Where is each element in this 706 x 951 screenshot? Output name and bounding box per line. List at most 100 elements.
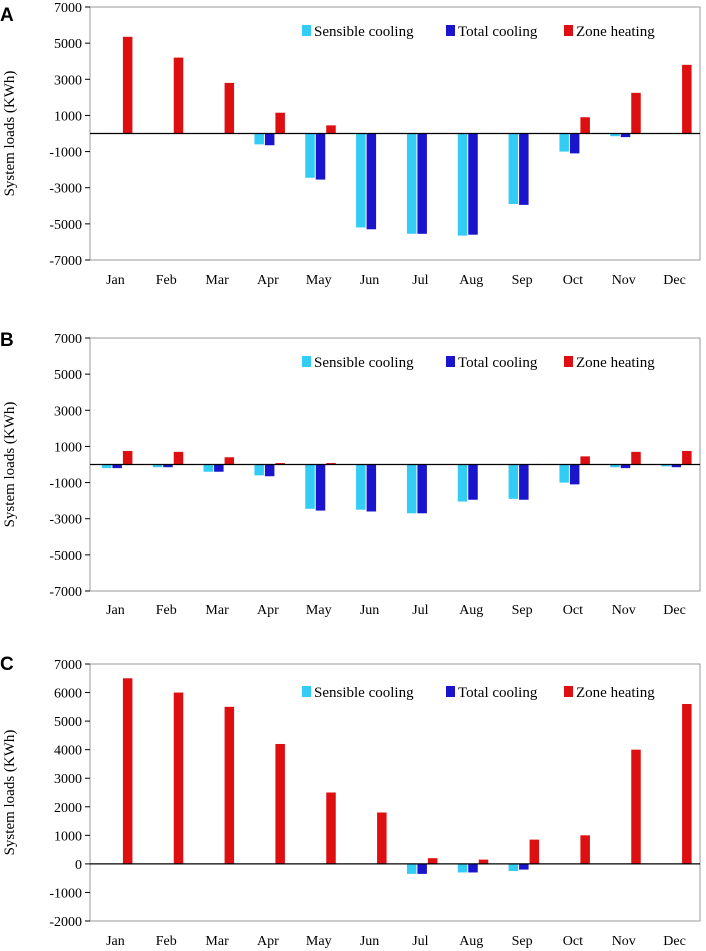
x-tick-label: Jan [106, 273, 125, 288]
y-tick-label: 3000 [54, 772, 82, 787]
bar-sensible-cooling [305, 133, 315, 178]
bar-sensible-cooling [559, 133, 569, 152]
bar-total-cooling [468, 863, 478, 873]
bar-total-cooling [620, 133, 631, 138]
legend-swatch [446, 25, 455, 36]
bar-sensible-cooling [101, 464, 112, 469]
x-tick-label: Nov [612, 603, 636, 618]
x-tick-label: Jun [360, 934, 379, 949]
x-tick-label: Jun [360, 603, 379, 618]
x-tick-label: Aug [459, 603, 483, 618]
plot-area [89, 663, 701, 922]
bar-sensible-cooling [508, 464, 519, 499]
y-tick-label: 7000 [54, 332, 82, 347]
bar-total-cooling [519, 464, 529, 500]
bar-zone-heating [275, 463, 285, 465]
bar-total-cooling [569, 133, 580, 154]
y-tick-label: -5000 [49, 549, 82, 564]
y-tick-label: -1000 [49, 477, 82, 492]
legend-label: Total cooling [458, 685, 538, 701]
y-tick-label: 5000 [54, 37, 82, 52]
y-tick-label: 7000 [54, 1, 82, 16]
x-tick-label: Feb [156, 603, 177, 618]
y-tick-label: -2000 [49, 915, 82, 930]
bar-zone-heating [224, 706, 235, 864]
x-tick-label: Apr [257, 934, 279, 949]
x-tick-label: Aug [459, 934, 483, 949]
bar-zone-heating [173, 692, 184, 864]
bar-zone-heating [682, 703, 692, 864]
bar-total-cooling [214, 464, 224, 472]
legend-swatch [564, 25, 573, 36]
bar-sensible-cooling [457, 133, 468, 236]
bar-total-cooling [671, 464, 682, 468]
x-tick-label: Nov [612, 273, 636, 288]
legend-swatch [302, 356, 311, 367]
x-tick-label: Jan [106, 603, 125, 618]
bar-total-cooling [569, 464, 580, 485]
x-tick-label: Mar [205, 934, 229, 949]
y-tick-label: 6000 [54, 687, 82, 702]
legend-label: Sensible cooling [314, 685, 414, 701]
bar-zone-heating [122, 678, 133, 864]
bar-zone-heating [275, 112, 285, 134]
x-tick-label: Sep [512, 603, 533, 618]
x-tick-label: Jun [360, 273, 379, 288]
bar-sensible-cooling [254, 464, 264, 476]
bar-total-cooling [417, 464, 427, 514]
bar-sensible-cooling [356, 133, 366, 228]
bar-zone-heating [173, 451, 184, 465]
bar-zone-heating [580, 117, 590, 134]
chart-panel-c: C -2000 -1000 0 1000 2000 3000 4000 5000 6000 7000… [0, 654, 701, 949]
bar-zone-heating [631, 451, 641, 465]
bar-total-cooling [519, 133, 529, 205]
legend-label: Sensible cooling [314, 24, 414, 40]
legend-swatch [446, 686, 455, 697]
bar-total-cooling [264, 464, 275, 477]
bar-sensible-cooling [356, 464, 366, 510]
bar-zone-heating [122, 36, 133, 134]
y-tick-label: 2000 [54, 801, 82, 816]
bar-total-cooling [366, 464, 377, 512]
legend-swatch [302, 25, 311, 36]
y-tick-label: 7000 [54, 658, 82, 673]
legend-swatch [564, 686, 573, 697]
x-tick-label: Aug [459, 273, 483, 288]
bar-zone-heating [580, 835, 590, 864]
panel-letter: A [0, 5, 14, 26]
x-tick-label: Dec [663, 603, 686, 618]
legend-label: Total cooling [458, 24, 538, 40]
legend-label: Zone heating [576, 24, 655, 40]
bar-total-cooling [468, 464, 478, 500]
y-tick-label: 1000 [54, 829, 82, 844]
x-tick-label: Oct [563, 273, 583, 288]
bar-zone-heating [682, 64, 692, 134]
bar-sensible-cooling [559, 464, 569, 483]
bar-zone-heating [275, 743, 285, 864]
x-tick-label: Oct [563, 603, 583, 618]
x-tick-label: May [306, 934, 332, 949]
y-tick-label: 1000 [54, 440, 82, 455]
y-tick-label: -3000 [49, 513, 82, 528]
bar-sensible-cooling [661, 464, 671, 467]
bar-sensible-cooling [203, 464, 214, 472]
bar-zone-heating [224, 82, 235, 134]
x-tick-label: Dec [663, 934, 686, 949]
y-tick-label: 5000 [54, 368, 82, 383]
x-tick-label: Jul [412, 273, 428, 288]
x-tick-label: Jan [106, 934, 125, 949]
x-tick-label: Nov [612, 934, 636, 949]
bar-sensible-cooling [406, 464, 417, 514]
y-tick-label: 0 [75, 858, 82, 873]
bar-zone-heating [631, 92, 641, 134]
bar-total-cooling [417, 133, 427, 234]
x-tick-label: Apr [257, 603, 279, 618]
bar-zone-heating [224, 457, 235, 465]
legend-swatch [302, 686, 311, 697]
bar-zone-heating [326, 125, 336, 134]
bar-zone-heating [529, 839, 540, 864]
bar-zone-heating [682, 450, 692, 465]
chart-panel-b: B -7000 -5000 -3000 -1000 1000 3000 5000 7000 Sys… [0, 330, 701, 618]
bar-sensible-cooling [610, 464, 620, 468]
bar-sensible-cooling [406, 133, 417, 234]
